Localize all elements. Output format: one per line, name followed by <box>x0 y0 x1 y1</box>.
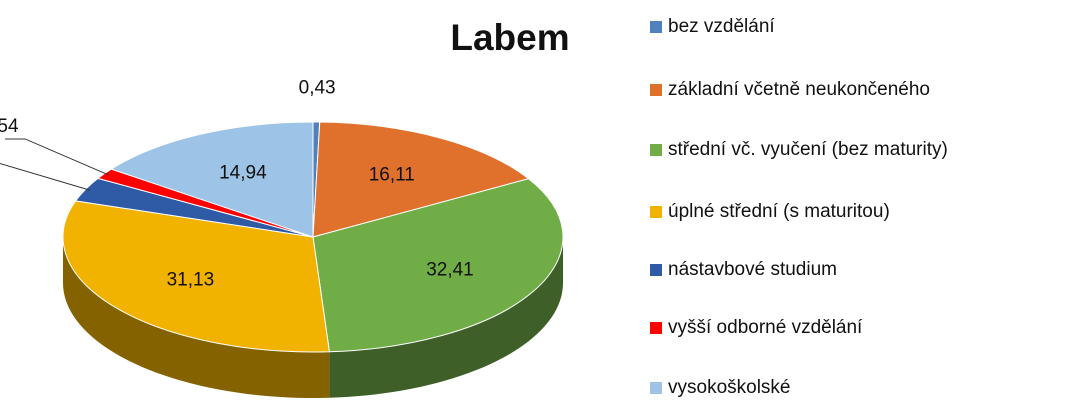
data-label: 31,13 <box>167 270 215 291</box>
chart-title: Labem <box>450 17 569 58</box>
legend-swatch <box>650 264 662 276</box>
legend-swatch <box>650 84 662 96</box>
legend-item: vysokoškolské <box>650 376 1050 400</box>
data-label: 16,11 <box>369 165 415 186</box>
legend-label: vysokoškolské <box>668 377 791 398</box>
legend-label: nástavbové studium <box>668 259 837 280</box>
legend-label: střední vč. vyučení (bez maturity) <box>668 139 948 160</box>
legend-item: střední vč. vyučení (bez maturity) <box>650 138 1050 162</box>
pie-slice <box>312 178 564 353</box>
legend-item: bez vzdělání <box>650 15 1050 39</box>
legend-swatch <box>650 206 662 218</box>
legend-label: základní včetně neukončeného <box>668 79 930 100</box>
leader-line <box>0 162 91 191</box>
legend-label: úplné střední (s maturitou) <box>668 201 890 222</box>
data-label: 32,41 <box>426 259 474 280</box>
legend-label: vyšší odborné vzdělání <box>668 317 863 338</box>
legend-item: základní včetně neukončeného <box>650 78 1050 102</box>
pie-slice <box>110 121 314 238</box>
leader-line <box>5 138 109 176</box>
pie-slice <box>312 121 530 238</box>
pie-side <box>63 237 330 398</box>
legend-swatch <box>650 21 662 33</box>
legend-item: vyšší odborné vzdělání <box>650 316 1050 340</box>
legend-item: nástavbové studium <box>650 258 1050 282</box>
pie-side <box>329 237 563 398</box>
legend-swatch <box>650 382 662 394</box>
legend-swatch <box>650 144 662 156</box>
data-label: 0,43 <box>299 78 336 99</box>
data-label: 1,54 <box>0 116 19 137</box>
data-label: 14,94 <box>219 162 267 183</box>
pie-slice <box>62 200 330 353</box>
legend-label: bez vzdělání <box>668 16 775 37</box>
legend-item: úplné střední (s maturitou) <box>650 200 1050 224</box>
legend-swatch <box>650 322 662 334</box>
